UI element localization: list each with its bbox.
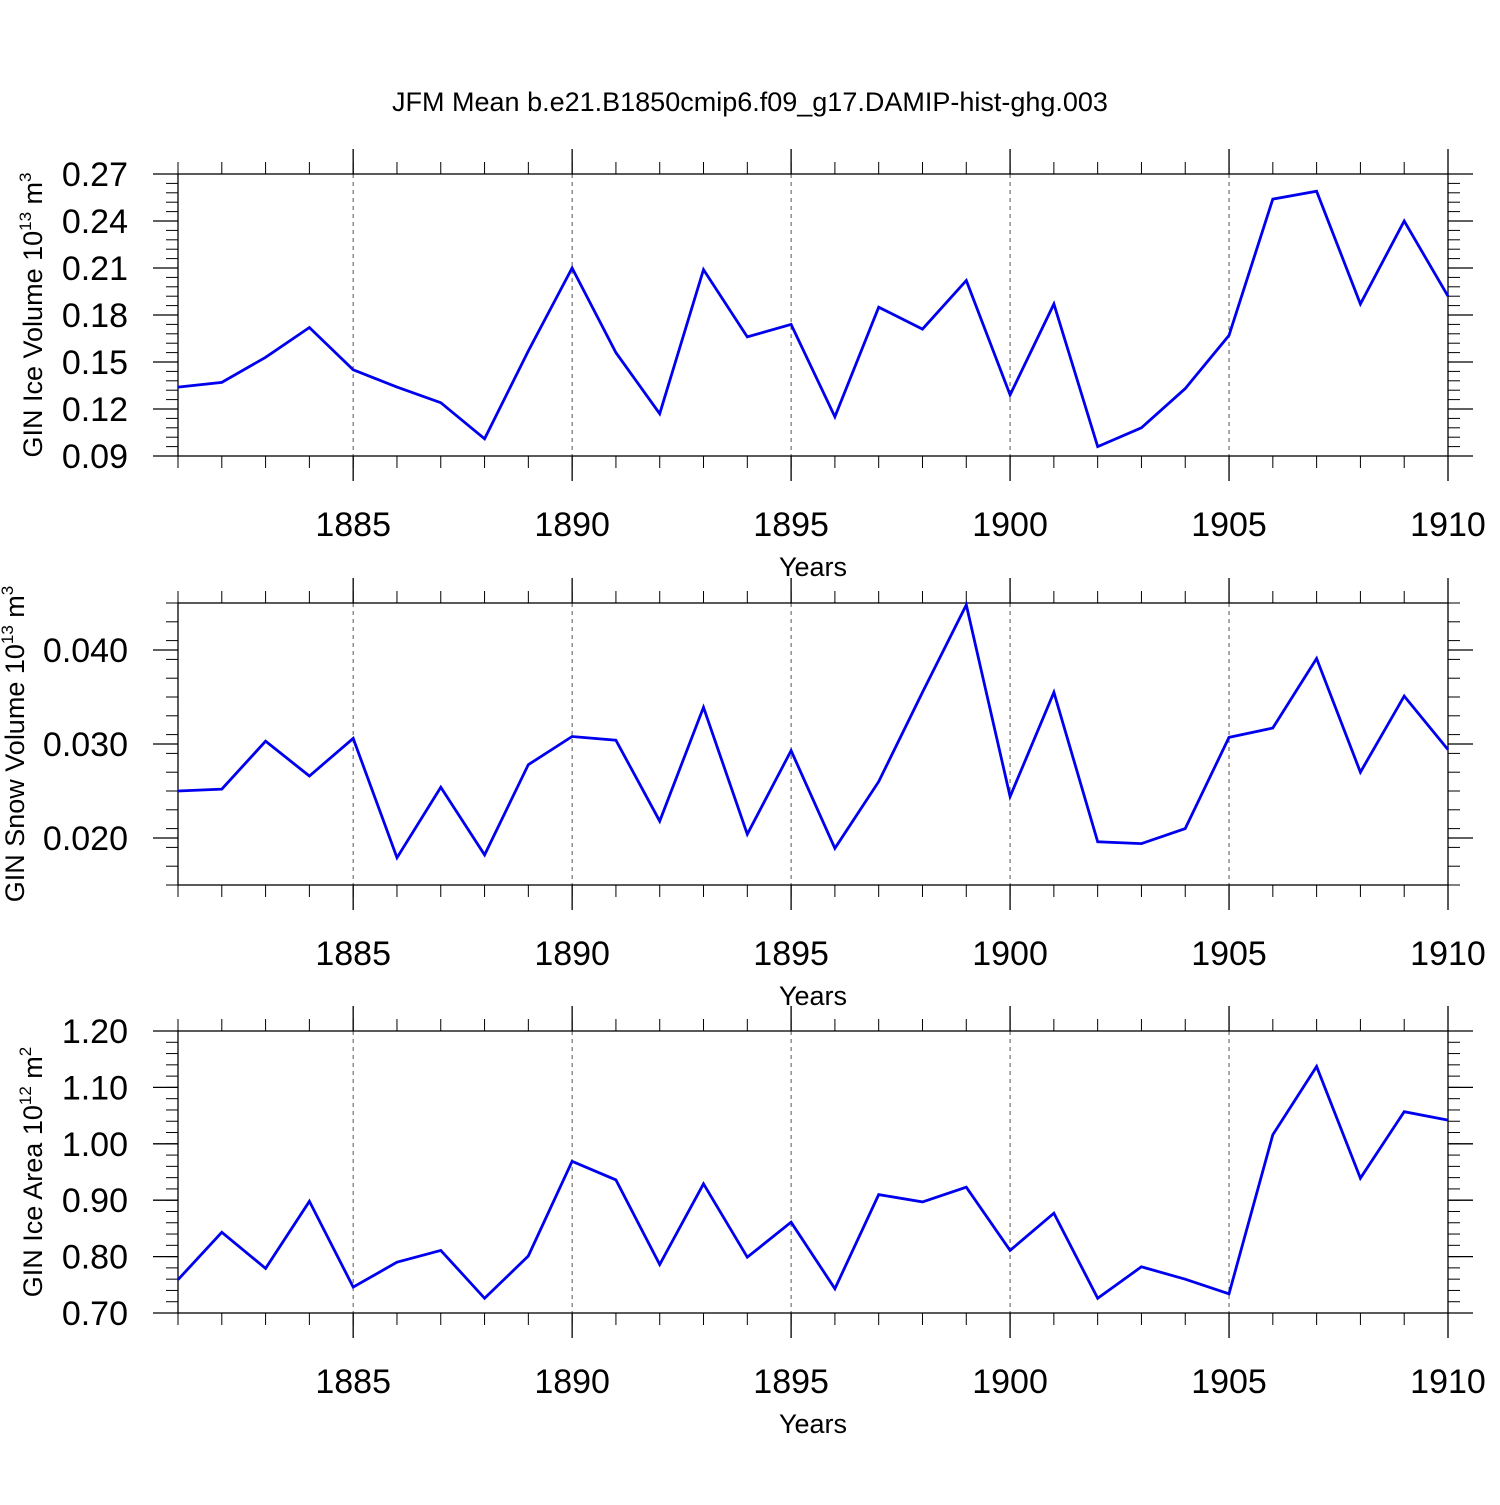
x-tick-label: 1900 — [972, 506, 1048, 544]
x-tick-label: 1905 — [1191, 935, 1267, 973]
x-tick-label: 1895 — [753, 935, 829, 973]
x-tick-label: 1910 — [1410, 1363, 1486, 1401]
x-tick-label: 1885 — [315, 506, 391, 544]
x-tick-label: 1890 — [534, 1363, 610, 1401]
y-tick-label: 1.20 — [62, 1013, 128, 1051]
y-tick-label: 0.18 — [62, 297, 128, 335]
panel-ice-area: 1885 1890 1895 1900 1905 1910 Years 0.70 0.80 0.9… — [16, 1006, 1486, 1439]
x-tick-label: 1890 — [534, 935, 610, 973]
chart-title: JFM Mean b.e21.B1850cmip6.f09_g17.DAMIP-… — [392, 87, 1108, 117]
x-tick-label: 1890 — [534, 506, 610, 544]
plot-frame — [178, 603, 1448, 885]
plot-frame — [178, 174, 1448, 456]
y-tick-label: 0.70 — [62, 1295, 128, 1333]
x-axis-label: Years — [779, 552, 847, 582]
series-line-ice-area — [178, 1067, 1448, 1299]
x-tick-label: 1885 — [315, 935, 391, 973]
x-tick-label: 1895 — [753, 1363, 829, 1401]
series-line-snow-volume — [178, 605, 1448, 858]
y-tick-label: 1.10 — [62, 1069, 128, 1107]
y-tick-label: 0.80 — [62, 1239, 128, 1277]
panel-ice-volume: 1885 1890 1895 1900 1905 1910 Years 0.09 0.12 0.1… — [16, 149, 1486, 582]
plot-frame — [178, 1031, 1448, 1313]
y-tick-label: 0.21 — [62, 250, 128, 288]
y-tick-label: 0.12 — [62, 391, 128, 429]
y-axis-label: GIN Ice Area 1012 m2 — [16, 1047, 48, 1298]
x-axis-label: Years — [779, 1409, 847, 1439]
panel-snow-volume: 1885 1890 1895 1900 1905 1910 Years 0.020 0.030 0… — [0, 578, 1486, 1011]
x-tick-label: 1895 — [753, 506, 829, 544]
y-axis-label: GIN Snow Volume 1013 m3 — [0, 586, 30, 903]
y-axis-label: GIN Ice Volume 1013 m3 — [16, 172, 48, 457]
y-tick-label: 0.24 — [62, 203, 128, 241]
x-tick-label: 1910 — [1410, 506, 1486, 544]
x-axis-label: Years — [779, 981, 847, 1011]
x-tick-label: 1900 — [972, 1363, 1048, 1401]
x-tick-label: 1910 — [1410, 935, 1486, 973]
y-tick-label: 0.27 — [62, 156, 128, 194]
series-line-ice-volume — [178, 191, 1448, 446]
y-tick-label: 0.020 — [43, 820, 128, 858]
x-tick-label: 1885 — [315, 1363, 391, 1401]
x-tick-label: 1905 — [1191, 1363, 1267, 1401]
y-tick-label: 0.030 — [43, 726, 128, 764]
x-tick-label: 1900 — [972, 935, 1048, 973]
y-tick-label: 1.00 — [62, 1126, 128, 1164]
y-tick-label: 0.040 — [43, 632, 128, 670]
x-tick-label: 1905 — [1191, 506, 1267, 544]
y-tick-label: 0.09 — [62, 438, 128, 476]
y-tick-label: 0.15 — [62, 344, 128, 382]
y-tick-label: 0.90 — [62, 1182, 128, 1220]
